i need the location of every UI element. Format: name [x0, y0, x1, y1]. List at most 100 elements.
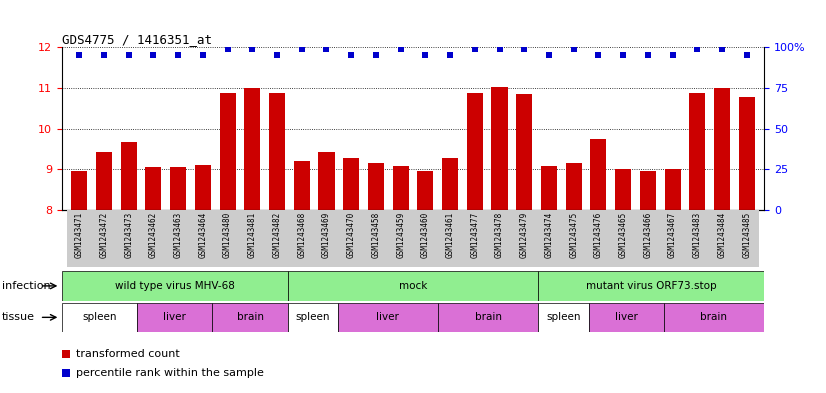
Text: spleen: spleen [546, 312, 581, 322]
Text: GSM1243476: GSM1243476 [594, 212, 603, 258]
Bar [220, 93, 235, 210]
Bar [738, 97, 755, 210]
Bar [413, 210, 438, 267]
Bar [339, 210, 363, 267]
Bar [67, 210, 92, 267]
Bar [319, 152, 335, 210]
Text: liver: liver [377, 312, 399, 322]
Point [122, 52, 135, 59]
Bar [714, 88, 730, 210]
Text: GSM1243473: GSM1243473 [124, 212, 133, 258]
Text: GSM1243484: GSM1243484 [718, 212, 727, 258]
Bar [566, 163, 582, 210]
Bar [591, 139, 606, 210]
Text: wild type virus MHV-68: wild type virus MHV-68 [115, 281, 235, 291]
Text: GSM1243468: GSM1243468 [297, 212, 306, 258]
Bar [212, 303, 287, 332]
Text: GSM1243462: GSM1243462 [149, 212, 158, 258]
Bar [338, 303, 438, 332]
Text: GSM1243461: GSM1243461 [445, 212, 454, 258]
Text: spleen: spleen [296, 312, 330, 322]
Bar [442, 158, 458, 210]
Point [299, 92, 312, 99]
Point [245, 46, 259, 52]
Bar [685, 210, 710, 267]
Bar [537, 210, 562, 267]
Bar [363, 210, 388, 267]
Bar [195, 165, 211, 210]
Bar [689, 93, 705, 210]
Point [172, 52, 185, 59]
Point [270, 52, 283, 59]
Point [740, 52, 753, 59]
Bar [516, 94, 532, 210]
Text: GSM1243470: GSM1243470 [347, 212, 356, 258]
Text: GDS4775 / 1416351_at: GDS4775 / 1416351_at [62, 33, 212, 46]
Text: infection: infection [2, 281, 50, 291]
Bar [62, 303, 137, 332]
Point [543, 52, 556, 59]
Point [419, 52, 432, 59]
Bar [269, 93, 285, 210]
Bar [491, 87, 507, 210]
Text: GSM1243483: GSM1243483 [693, 212, 702, 258]
Bar [170, 167, 186, 210]
Bar [539, 271, 764, 301]
Bar [562, 210, 586, 267]
Bar [438, 210, 463, 267]
Bar [539, 303, 588, 332]
Bar [240, 210, 264, 267]
Bar [615, 169, 631, 210]
Point [591, 52, 605, 59]
Bar [92, 210, 116, 267]
Bar [586, 210, 610, 267]
Bar [166, 210, 191, 267]
Text: GSM1243482: GSM1243482 [273, 212, 282, 258]
Text: GSM1243469: GSM1243469 [322, 212, 331, 258]
Bar [116, 210, 141, 267]
Point [221, 46, 235, 52]
Point [616, 52, 629, 59]
Text: mutant virus ORF73.stop: mutant virus ORF73.stop [586, 281, 716, 291]
Text: GSM1243485: GSM1243485 [743, 212, 751, 258]
Text: percentile rank within the sample: percentile rank within the sample [76, 368, 264, 378]
Bar [137, 303, 212, 332]
Bar [392, 166, 409, 210]
Point [295, 46, 308, 52]
Text: GSM1243480: GSM1243480 [223, 212, 232, 258]
Point [320, 46, 333, 52]
Bar [512, 210, 537, 267]
Text: GSM1243477: GSM1243477 [470, 212, 479, 258]
Text: liver: liver [164, 312, 186, 322]
Point [493, 46, 506, 52]
Bar [71, 171, 88, 210]
Text: spleen: spleen [83, 312, 116, 322]
Point [666, 52, 679, 59]
Text: GSM1243459: GSM1243459 [396, 212, 405, 258]
Point [444, 52, 457, 59]
Point [147, 52, 160, 59]
Text: brain: brain [700, 312, 728, 322]
Bar [289, 210, 314, 267]
Point [73, 52, 86, 59]
Text: brain: brain [236, 312, 263, 322]
Bar [660, 210, 685, 267]
Text: transformed count: transformed count [76, 349, 180, 359]
Point [468, 46, 482, 52]
Bar [664, 303, 764, 332]
Bar [244, 88, 260, 210]
Point [299, 271, 312, 277]
Bar [467, 93, 483, 210]
Text: GSM1243474: GSM1243474 [544, 212, 553, 258]
Point [394, 46, 407, 52]
Text: brain: brain [475, 312, 501, 322]
Bar [388, 210, 413, 267]
Bar [343, 158, 359, 210]
Text: GSM1243475: GSM1243475 [569, 212, 578, 258]
Point [197, 52, 210, 59]
Point [715, 46, 729, 52]
Bar [264, 210, 289, 267]
Bar [463, 210, 487, 267]
Point [344, 52, 358, 59]
Bar [314, 210, 339, 267]
